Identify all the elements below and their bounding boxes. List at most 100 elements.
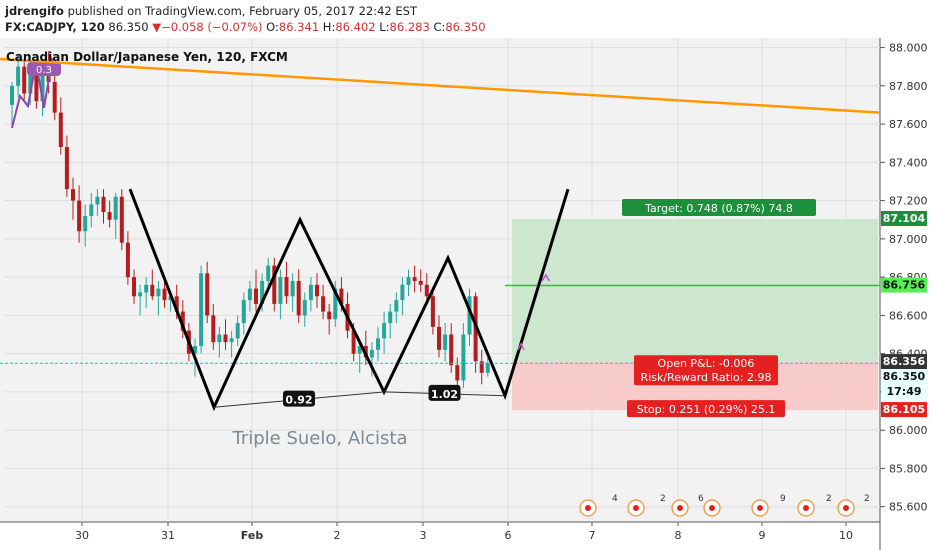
candle-body (339, 288, 344, 304)
candle-body (229, 338, 234, 343)
candle-body (16, 66, 21, 86)
event-marker-dot (633, 505, 639, 511)
candle-body (193, 346, 197, 354)
close-label: C: (433, 20, 446, 34)
candle-body (119, 196, 124, 243)
symbol-line: FX:CADJPY, 120 86.350 ▼−0.058 (−0.07%) O… (5, 20, 486, 34)
event-marker-dot (843, 505, 849, 511)
candle-body (357, 346, 362, 354)
candle-body (369, 349, 374, 358)
candle-body (205, 273, 210, 316)
candle-body (449, 334, 454, 366)
candle-body (333, 288, 338, 320)
pnl-badge (634, 355, 778, 386)
time-tick-label: 6 (505, 529, 512, 542)
price-tag-bg (881, 384, 927, 400)
candle-body (162, 288, 167, 301)
event-marker-dot (585, 505, 591, 511)
candle-body (315, 284, 319, 297)
price-chart[interactable]: 88.00087.80087.60087.40087.20087.00086.8… (0, 38, 932, 550)
candle-body (40, 74, 45, 102)
candle-body (278, 277, 283, 304)
candle-body (132, 277, 136, 297)
candle-body (254, 288, 258, 304)
candle-body (34, 70, 39, 102)
event-marker-dot (803, 505, 809, 511)
candle-body (223, 334, 228, 343)
time-tick-label: Feb (241, 529, 264, 542)
candle-body (388, 311, 393, 324)
open-label: O: (266, 20, 279, 34)
wave-tag-label: 0.3 (36, 65, 52, 76)
candle-body (77, 200, 82, 232)
high-label: H: (322, 20, 336, 34)
time-tick-label: 9 (759, 529, 766, 542)
candle-body (473, 296, 478, 362)
target-label: Target: 0.748 (0.87%) 74.8 (644, 202, 793, 215)
candle-body (83, 215, 88, 232)
candle-body (479, 361, 484, 373)
price-axis-background (880, 38, 932, 550)
event-count-label: 2 (864, 494, 870, 504)
candle-body (235, 323, 240, 339)
symbol-label[interactable]: FX:CADJPY, 120 (5, 20, 105, 34)
candle-body (101, 196, 106, 213)
ratio-badge-1 (283, 390, 315, 407)
candle-body (125, 242, 130, 278)
price-tag-label: 86.756 (883, 279, 926, 292)
stop-label: Stop: 0.251 (0.29%) 25.1 (637, 403, 776, 416)
candle-body (382, 323, 387, 339)
open-value: 86.341 (278, 20, 320, 34)
candle-body (455, 365, 460, 381)
low-label: L: (379, 20, 390, 34)
price-tag-label: 87.104 (883, 212, 926, 225)
target-zone (512, 218, 878, 363)
arrow-mark-icon (541, 273, 550, 282)
candle-body (302, 300, 307, 316)
time-tick-label: 8 (675, 529, 682, 542)
candle-body (217, 334, 222, 343)
candle-body (406, 277, 411, 285)
price-tick-label: 87.600 (889, 118, 928, 131)
candle-body (241, 300, 246, 324)
candle-body (418, 280, 423, 285)
author-name[interactable]: jdrengifo (5, 4, 64, 18)
candle-body (394, 300, 399, 312)
price-tag-bg (881, 354, 927, 370)
price-tag-label: 86.105 (883, 403, 925, 416)
candle-body (467, 296, 472, 335)
candle-body (437, 326, 441, 350)
price-tag-bg (881, 210, 927, 226)
grid-lines: 88.00087.80087.60087.40087.20087.00086.8… (4, 38, 928, 542)
down-arrow-icon: ▼ (152, 20, 162, 34)
candle-body (247, 288, 252, 301)
ratio-badge-2 (428, 384, 461, 401)
price-tick-label: 87.200 (889, 195, 928, 208)
candle-body (180, 311, 185, 331)
event-count-label: 9 (780, 494, 786, 504)
last-price: 86.350 (108, 20, 149, 34)
event-marker-dot (709, 505, 715, 511)
candle-body (327, 311, 332, 320)
price-tick-label: 86.000 (889, 424, 928, 437)
candle-body (199, 273, 204, 346)
event-count-label: 6 (698, 494, 704, 504)
candle-body (308, 284, 313, 301)
event-count-label: 2 (660, 494, 666, 504)
stop-label-badge (627, 400, 785, 418)
publish-line: jdrengifo published on TradingView.com, … (5, 4, 417, 18)
wave-tag-badge (27, 62, 61, 76)
candle-body (284, 277, 289, 297)
price-tick-label: 87.800 (889, 80, 928, 93)
time-tick-label: 31 (161, 529, 175, 542)
low-value: 86.283 (389, 20, 430, 34)
target-label-badge (622, 198, 816, 216)
time-tick-label: 2 (334, 529, 341, 542)
candle-body (443, 334, 448, 350)
candle-body (71, 189, 75, 201)
candle-body (58, 112, 63, 148)
price-tag-label: 86.350 (883, 370, 926, 383)
published-text: published on TradingView.com, February 0… (67, 4, 417, 18)
candle-body (156, 288, 161, 297)
ratio-label-2: 1.02 (431, 388, 458, 401)
